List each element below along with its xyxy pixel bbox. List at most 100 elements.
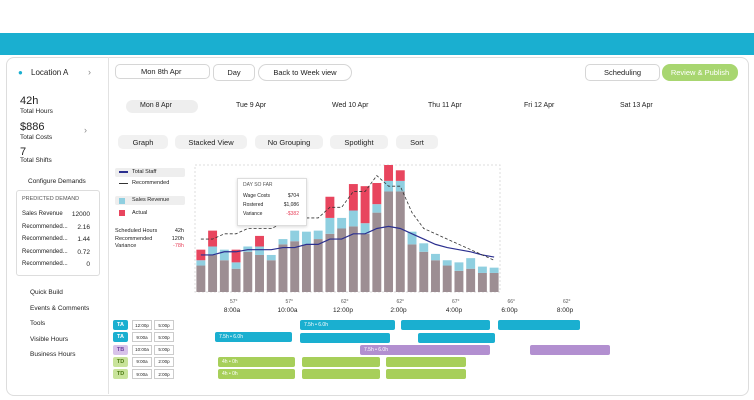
- day-tab[interactable]: Tue 9 Apr: [236, 102, 267, 109]
- day-tab[interactable]: Wed 10 Apr: [332, 102, 369, 109]
- line: [200, 225, 495, 258]
- bar: [384, 165, 394, 181]
- time-label: 8:00p: [556, 307, 574, 314]
- shift-bar[interactable]: [418, 333, 495, 343]
- bar: [407, 244, 417, 292]
- tooltip: [237, 178, 307, 226]
- chevron: ›: [84, 125, 87, 135]
- bar: [255, 246, 264, 255]
- bar: [395, 191, 405, 292]
- bar: [208, 230, 218, 247]
- time-label: 8:00a: [223, 307, 241, 314]
- legend-entry: Recommended: [132, 180, 170, 186]
- shift-bar[interactable]: [300, 333, 390, 343]
- demand-box: [16, 190, 100, 276]
- view-select[interactable]: Day: [213, 64, 255, 81]
- bar: [372, 182, 382, 205]
- stat-label: Scheduled Hours: [115, 228, 158, 234]
- toolbar-button[interactable]: No Grouping: [255, 135, 323, 149]
- stat-value: 120h: [171, 235, 184, 242]
- toolbar-button[interactable]: Graph: [118, 135, 168, 149]
- nav-item[interactable]: Tools: [30, 320, 46, 327]
- bar: [325, 233, 335, 292]
- stat-label: Total Shifts: [20, 157, 52, 164]
- shift-bar[interactable]: 4h • 0h: [218, 369, 295, 380]
- temperature: 62°: [396, 299, 405, 305]
- legend-select[interactable]: [115, 196, 185, 205]
- shift-bar[interactable]: [530, 345, 610, 355]
- scheduling: Scheduling: [603, 68, 642, 77]
- panel: [6, 57, 749, 396]
- shift-bar[interactable]: 7.5h • 6.0h: [215, 332, 292, 343]
- shift-start: 12:00p: [132, 320, 152, 330]
- location[interactable]: Location A: [31, 68, 69, 77]
- shift-bar[interactable]: [386, 369, 466, 379]
- tooltip-value: $704: [287, 193, 299, 199]
- shift-bar[interactable]: 7.5h • 6.0h: [300, 320, 395, 330]
- role-label: TD: [113, 356, 128, 367]
- demand-label: Recommended...: [22, 261, 68, 267]
- time-label: 4:00p: [445, 307, 463, 314]
- day-tab[interactable]: Thu 11 Apr: [428, 102, 462, 109]
- bar: [325, 217, 335, 234]
- demand-label: Sales Revenue: [22, 211, 63, 217]
- role-label: TD: [113, 369, 128, 380]
- stat-label: Total Costs: [20, 134, 53, 141]
- nav-item[interactable]: Visible Hours: [30, 335, 69, 343]
- bar: [442, 260, 452, 266]
- bar: [395, 170, 405, 181]
- time-label: 12:00p: [333, 307, 353, 314]
- nav-item[interactable]: Business Hours: [30, 351, 76, 358]
- date: Mon 8th Apr: [141, 67, 182, 76]
- legend-swatch: [119, 210, 125, 216]
- toolbar-button[interactable]: Sort: [396, 135, 438, 149]
- day-tab[interactable]: Mon 8 Apr: [140, 102, 172, 109]
- tooltip-value: -$382: [286, 211, 299, 217]
- bar: [196, 265, 206, 292]
- temperature: 66°: [507, 299, 516, 305]
- shift-bar[interactable]: 4h • 0h: [218, 356, 295, 367]
- day-tab[interactable]: Fri 12 Apr: [524, 102, 555, 109]
- bar: [419, 243, 429, 252]
- toolbar-button[interactable]: Spotlight: [330, 135, 388, 149]
- demand-value: 2.16: [77, 223, 90, 231]
- bar: [348, 210, 358, 227]
- toolbar-button[interactable]: Stacked View: [175, 135, 247, 149]
- time-label: 10:00a: [277, 307, 298, 314]
- date-picker[interactable]: Mon 8th Apr: [115, 64, 210, 79]
- publish: Review & Publish: [670, 68, 730, 77]
- shift-bar[interactable]: [386, 357, 466, 367]
- day-tab[interactable]: Sat 13 Apr: [620, 102, 653, 109]
- bar: [454, 270, 464, 292]
- bar: [255, 235, 264, 247]
- bar: [219, 260, 229, 292]
- nav-item[interactable]: Events & Comments: [30, 304, 90, 312]
- stat-value: -78h: [172, 243, 184, 249]
- legend-entry: Actual: [132, 210, 148, 216]
- configure-demands[interactable]: Configure Demands: [28, 178, 86, 185]
- shift-bar[interactable]: [302, 357, 380, 367]
- bar: [372, 212, 382, 292]
- shift-bar[interactable]: [401, 320, 490, 330]
- shift-bar[interactable]: [498, 320, 580, 330]
- scheduling-select[interactable]: Scheduling: [585, 64, 660, 81]
- back-button[interactable]: Back to Week view: [258, 64, 352, 81]
- nav-item[interactable]: Quick Build: [30, 289, 63, 296]
- legend-select[interactable]: [115, 168, 185, 177]
- publish-button[interactable]: Review & Publish: [662, 64, 738, 81]
- bar: [196, 260, 206, 266]
- bar: [477, 272, 487, 292]
- bar: [301, 231, 311, 245]
- shift-bar[interactable]: 7.5h • 6.0h: [360, 344, 490, 355]
- demand-value: 1.44: [77, 236, 90, 243]
- shift-bar[interactable]: [302, 369, 380, 379]
- bar: [208, 246, 218, 255]
- stat-label: Variance: [115, 243, 137, 249]
- legend-swatch: [119, 183, 128, 184]
- demand-title: PREDICTED DEMAND: [22, 196, 80, 202]
- view: Day: [227, 68, 241, 77]
- role-label: TA: [113, 332, 128, 343]
- bar: [454, 262, 464, 271]
- tooltip-label: Rostered: [243, 202, 264, 208]
